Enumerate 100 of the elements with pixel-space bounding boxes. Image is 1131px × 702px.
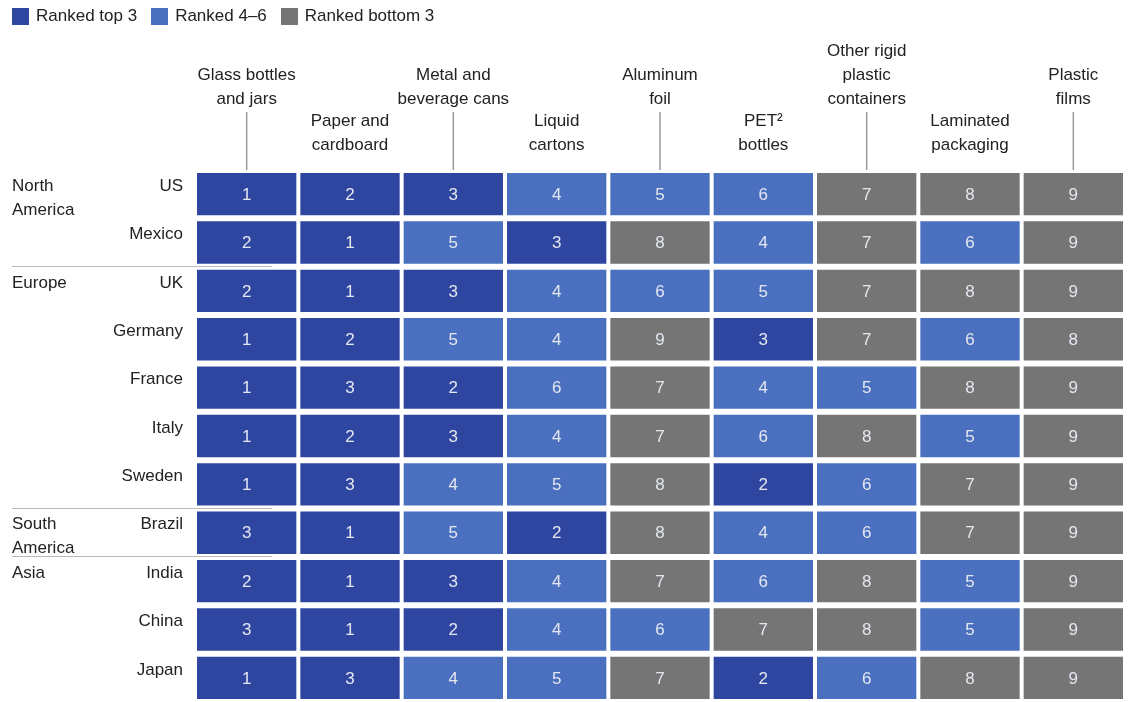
x-tick-label: Metal and beverage cans [397, 65, 510, 108]
x-tick-label: Other rigid plastic containers [826, 41, 907, 108]
data-label: 8 [655, 523, 665, 543]
data-label: 3 [345, 378, 355, 398]
data-label: 8 [655, 475, 665, 495]
text: Ranked bottom 3 [304, 6, 435, 26]
data-label: 3 [758, 329, 769, 349]
data-label: 1 [345, 523, 355, 543]
data-label: 1 [241, 426, 252, 446]
data-label: 1 [345, 620, 355, 640]
data-label: 7 [861, 281, 872, 301]
data-label: 7 [861, 233, 872, 253]
y2-tick-label: North America [12, 175, 75, 219]
data-label: 9 [1068, 281, 1079, 301]
data-label: 1 [241, 329, 252, 349]
y-tick-label: Brazil [140, 514, 183, 534]
data-label: 5 [551, 475, 562, 495]
data-label: 9 [1068, 668, 1079, 688]
data-label: 1 [241, 184, 252, 204]
data-label: 3 [345, 475, 355, 495]
data-label: 4 [551, 620, 562, 640]
data-label: 4 [448, 475, 459, 495]
data-label: 9 [1068, 571, 1079, 591]
x-tick-label: Glass bottles and jars [197, 65, 296, 108]
text: Ranked 4–6 [175, 6, 267, 26]
data-label: 9 [1068, 233, 1079, 253]
data-label: 8 [861, 426, 872, 446]
data-label: 3 [345, 668, 355, 688]
data-label: 1 [241, 378, 252, 398]
data-label: 3 [241, 620, 252, 640]
data-label: 6 [758, 571, 769, 591]
x-tick-label: Plastic films [1048, 65, 1099, 108]
data-label: 7 [655, 378, 665, 398]
data-label: 4 [551, 329, 562, 349]
data-label: 6 [861, 668, 872, 688]
data-label: 5 [448, 329, 459, 349]
data-label: 2 [758, 475, 769, 495]
data-label: 2 [345, 426, 355, 446]
y-tick-label: Italy [151, 417, 184, 437]
data-label: 3 [241, 523, 252, 543]
y-tick-label: Germany [113, 320, 184, 340]
data-label: 8 [861, 571, 872, 591]
data-label: 2 [758, 668, 769, 688]
data-label: 5 [965, 571, 975, 591]
data-label: 5 [861, 378, 872, 398]
y-tick-label: India [146, 562, 184, 582]
data-label: 2 [241, 233, 252, 253]
data-label: 9 [1068, 378, 1079, 398]
data-label: 7 [861, 184, 872, 204]
data-label: 8 [655, 233, 665, 253]
data-label: 4 [448, 668, 459, 688]
data-label: 4 [758, 378, 769, 398]
data-label: 1 [345, 233, 355, 253]
data-label: 9 [1068, 620, 1079, 640]
data-label: 6 [965, 329, 975, 349]
data-label: 9 [1068, 523, 1079, 543]
data-label: 6 [758, 426, 769, 446]
data-label: 9 [1068, 426, 1079, 446]
x-tick-label: PET² bottles [738, 111, 789, 154]
data-label: 5 [448, 233, 459, 253]
text: Ranked top 3 [36, 6, 138, 26]
y-tick-label: China [138, 611, 184, 631]
data-label: 3 [448, 426, 459, 446]
x-tick-label: Liquid cartons [528, 111, 585, 154]
data-label: 7 [965, 475, 975, 495]
data-label: 6 [861, 475, 872, 495]
data-label: 4 [758, 233, 769, 253]
data-label: 2 [551, 523, 562, 543]
data-label: 8 [965, 184, 975, 204]
data-label: 3 [448, 571, 459, 591]
data-label: 7 [861, 329, 872, 349]
y2-tick-label: Asia [12, 562, 46, 582]
data-label: 3 [448, 281, 459, 301]
data-label: 4 [758, 523, 769, 543]
data-label: 2 [448, 378, 459, 398]
data-label: 5 [655, 184, 665, 204]
data-label: 5 [965, 620, 975, 640]
x-tick-label: Laminated packaging [930, 111, 1010, 154]
data-label: 6 [655, 281, 665, 301]
data-label: 2 [345, 184, 355, 204]
data-label: 9 [1068, 184, 1079, 204]
data-label: 8 [965, 281, 975, 301]
data-label: 5 [758, 281, 769, 301]
y-tick-label: Mexico [129, 224, 183, 244]
data-label: 1 [345, 571, 355, 591]
data-label: 2 [448, 620, 459, 640]
y-tick-label: Japan [136, 659, 183, 679]
data-label: 8 [861, 620, 872, 640]
data-label: 3 [551, 233, 562, 253]
data-label: 8 [965, 378, 975, 398]
data-label: 7 [655, 426, 665, 446]
data-label: 7 [655, 668, 665, 688]
data-label: 6 [551, 378, 562, 398]
data-label: 8 [1068, 329, 1079, 349]
data-label: 2 [345, 329, 355, 349]
data-label: 7 [655, 571, 665, 591]
data-label: 6 [861, 523, 872, 543]
data-label: 9 [1068, 475, 1079, 495]
data-label: 4 [551, 426, 562, 446]
data-label: 2 [241, 281, 252, 301]
